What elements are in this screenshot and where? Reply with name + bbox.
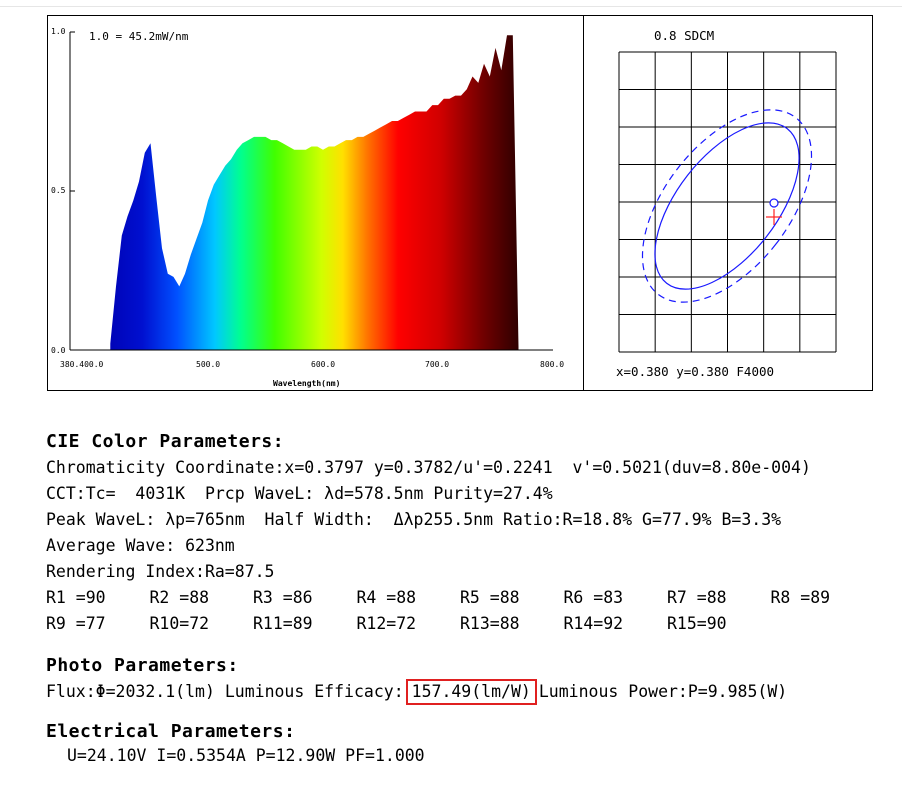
r-value-cell: R4 =88 [356, 588, 417, 607]
x-tick-label-1: 380.400.0 [60, 360, 104, 369]
r-value-cell: R8 =89 [770, 588, 831, 607]
photo-line: Flux:Φ=2032.1(lm) Luminous Efficacy: 157.… [46, 679, 787, 705]
x-tick-label-2: 500.0 [196, 360, 220, 369]
cie-heading: CIE Color Parameters: [46, 431, 285, 452]
y-tick-label-top: 1.0 [51, 27, 66, 36]
r-value-cell: R3 =86 [253, 588, 313, 607]
x-tick-label-5: 800.0 [540, 360, 564, 369]
r-value-cell: R1 =90 [46, 588, 106, 607]
y-tick-label-mid: 0.5 [51, 186, 66, 195]
peak-line: Peak WaveL: λp=765nm Half Width: Δλp255.… [46, 510, 782, 529]
luminous-power: Luminous Power:P=9.985(W) [538, 682, 788, 701]
measurement-panel: 1.0 0.5 0.0 1.0 = 45.2mW/nm 380.400.0 50… [47, 15, 873, 391]
efficacy-label: Luminous Efficacy: [224, 682, 404, 701]
spectrum-chart: 1.0 0.5 0.0 1.0 = 45.2mW/nm 380.400.0 50… [48, 16, 583, 390]
top-rule [0, 6, 902, 7]
sdcm-grid [618, 51, 837, 353]
r-value-cell: R2 =88 [149, 588, 210, 607]
sdcm-measured-point [766, 209, 782, 225]
sdcm-title: 0.8 SDCM [654, 28, 714, 43]
y-tick-label-bottom: 0.0 [51, 346, 66, 355]
x-tick-label-4: 700.0 [425, 360, 449, 369]
flux-value: Flux:Φ=2032.1(lm) [46, 682, 215, 701]
r-value-cell: R12=72 [356, 614, 417, 633]
sdcm-chart: 0.8 SDCM x=0.380 y=0.380 F4000 [584, 16, 872, 390]
electrical-values: U=24.10V I=0.5354A P=12.90W PF=1.000 [67, 746, 425, 765]
sdcm-svg: 0.8 SDCM x=0.380 y=0.380 F4000 [616, 28, 837, 379]
scale-label: 1.0 = 45.2mW/nm [89, 30, 189, 43]
r-value-cell: R10=72 [149, 614, 210, 633]
r-value-cell: R5 =88 [460, 588, 520, 607]
spectrum-svg: 1.0 0.5 0.0 1.0 = 45.2mW/nm 380.400.0 50… [51, 27, 564, 388]
x-axis-label: Wavelength(nm) [273, 379, 340, 388]
r-value-cell: R11=89 [253, 614, 313, 633]
r-value-cell: R7 =88 [667, 588, 727, 607]
r-value-cell: R14=92 [563, 614, 624, 633]
r-value-cell: R6 =83 [563, 588, 624, 607]
sdcm-target-point [769, 198, 779, 208]
cct-line: CCT:Tc= 4031K Prcp WaveL: λd=578.5nm Pur… [46, 484, 553, 503]
r-value-cell: R13=88 [460, 614, 520, 633]
rendering-index-line: Rendering Index:Ra=87.5 [46, 562, 275, 581]
sdcm-outer-ellipse [641, 109, 813, 303]
chromaticity-line: Chromaticity Coordinate:x=0.3797 y=0.378… [46, 458, 811, 477]
sdcm-readout: x=0.380 y=0.380 F4000 [616, 364, 774, 379]
efficacy-highlight: 157.49(lm/W) [405, 679, 537, 705]
spectrum-area-fill [110, 35, 519, 350]
x-tick-label-3: 600.0 [311, 360, 335, 369]
panel-divider [583, 16, 584, 390]
electrical-heading: Electrical Parameters: [46, 721, 296, 742]
photo-heading: Photo Parameters: [46, 655, 239, 676]
sdcm-inner-ellipse [654, 122, 800, 290]
average-wave-line: Average Wave: 623nm [46, 536, 235, 555]
r-value-cell: R15=90 [667, 614, 727, 633]
r-value-cell: R9 =77 [46, 614, 106, 633]
